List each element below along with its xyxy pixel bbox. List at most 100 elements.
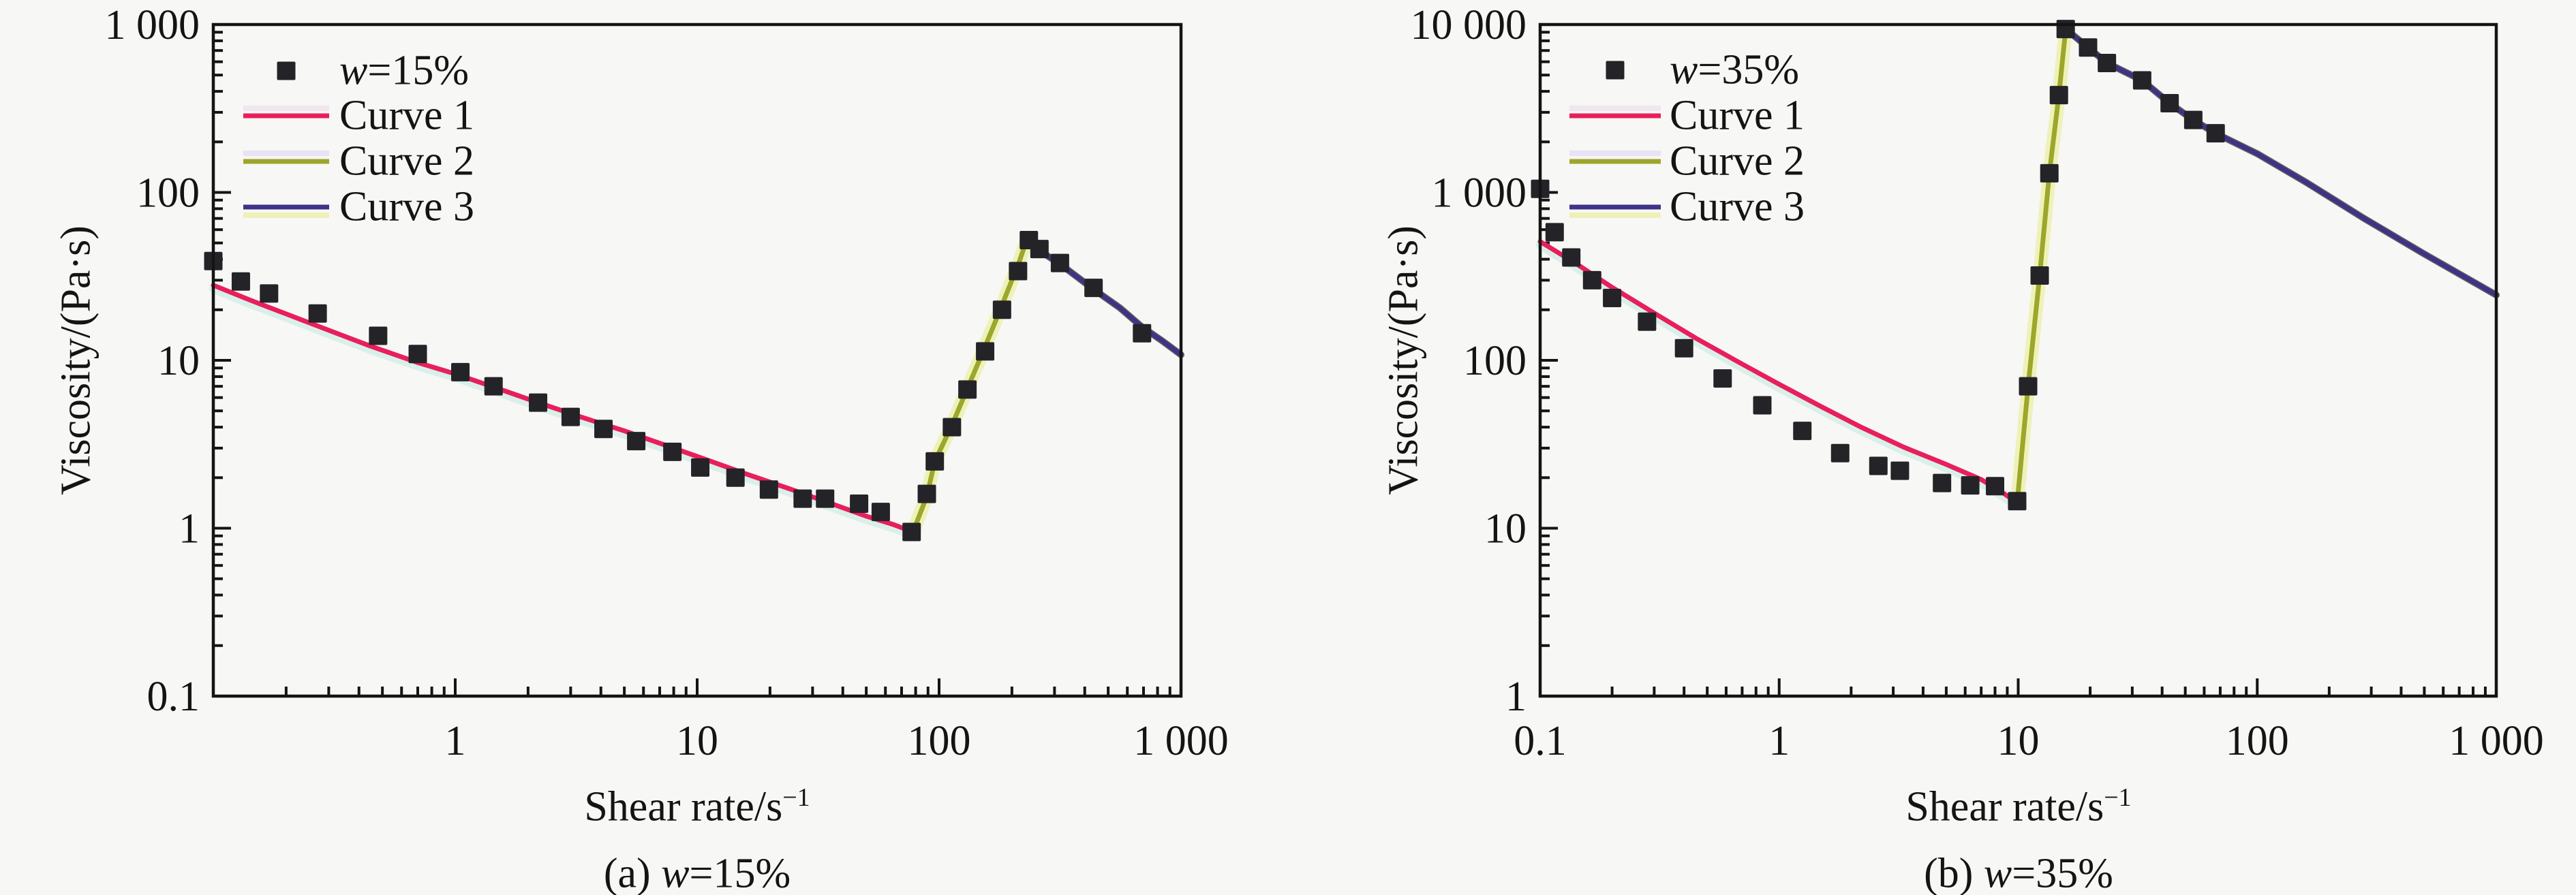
curve-halo: [1535, 240, 2022, 511]
legend-marker-swatch: [1606, 61, 1625, 80]
data-point: [976, 342, 995, 361]
data-point: [561, 407, 580, 426]
x-axis-title-b: Shear rate/s−1: [1905, 783, 2131, 832]
x-axis-title-text: Shear rate/s: [584, 783, 783, 830]
legend-label-curve2-b: Curve 2: [1670, 138, 1805, 185]
data-point: [2079, 38, 2098, 57]
data-point: [451, 362, 470, 381]
data-point: [2206, 124, 2225, 143]
data-point: [1830, 443, 1850, 462]
data-point: [231, 272, 250, 291]
data-point: [529, 393, 548, 412]
data-point: [1674, 339, 1693, 358]
legend-label-curve2-a: Curve 2: [339, 138, 475, 185]
data-point: [2030, 266, 2049, 285]
data-point: [2040, 163, 2059, 183]
legend-label-curve3-a: Curve 3: [339, 183, 475, 230]
legend-label-curve3-b: Curve 3: [1670, 183, 1805, 230]
data-point: [1545, 223, 1564, 242]
fit-curve-3: [1024, 238, 1184, 358]
data-point: [942, 418, 962, 437]
x-tick-label: 1 000: [1133, 718, 1229, 764]
y-tick-label: 1: [179, 506, 200, 552]
y-tick-label: 0.1: [147, 674, 200, 720]
data-point: [1582, 270, 1601, 289]
x-tick-label: 100: [2226, 718, 2289, 764]
legend-label-series-b: w=35%: [1670, 46, 1799, 93]
data-point: [759, 480, 778, 499]
y-tick-label: 10: [157, 338, 200, 384]
legend-label-curve1-b: Curve 1: [1670, 92, 1805, 139]
data-point: [1084, 279, 1103, 298]
y-axis-title-a: Viscosity/(Pa·s): [52, 225, 99, 495]
y-tick-label: 1: [1505, 674, 1527, 720]
data-point: [2160, 93, 2179, 112]
plot-box: [211, 22, 1183, 698]
x-tick-label: 0.1: [1514, 718, 1567, 764]
y-tick-label: 100: [1463, 338, 1527, 384]
x-tick-label: 1 000: [2449, 718, 2544, 764]
data-point: [1638, 312, 1657, 331]
x-tick-label: 100: [908, 718, 971, 764]
data-point: [663, 442, 682, 461]
caption-b: (b) w=35%: [1924, 850, 2113, 895]
x-axis-title-text: Shear rate/s: [1905, 783, 2104, 830]
data-point: [1133, 324, 1152, 343]
data-point: [1713, 369, 1732, 388]
data-point: [594, 420, 613, 439]
legend-label-series-a: w=15%: [339, 47, 469, 94]
data-point: [925, 452, 945, 471]
data-point: [2132, 71, 2151, 90]
data-markers: [204, 231, 1152, 541]
x-tick-label: 10: [676, 718, 718, 764]
data-point: [1562, 248, 1581, 267]
y-tick-label: 1 000: [105, 2, 200, 48]
data-point: [1986, 477, 2005, 496]
x-axis-title-sup: −1: [782, 783, 810, 812]
data-point: [1793, 422, 1812, 441]
data-point: [1890, 461, 1910, 480]
data-point: [1961, 476, 1980, 495]
data-point: [2098, 53, 2117, 72]
data-point: [408, 345, 427, 364]
x-axis-title-sup: −1: [2104, 783, 2132, 812]
legend-label-curve1-a: Curve 1: [339, 92, 475, 139]
caption-a: (a) w=15%: [603, 850, 791, 895]
y-tick-label: 10: [1484, 506, 1527, 552]
data-point: [902, 522, 921, 541]
data-point: [2008, 492, 2027, 511]
fit-curve-1: [1537, 239, 2020, 505]
data-point: [1933, 473, 1952, 492]
legend: [1569, 61, 1661, 218]
data-point: [992, 300, 1011, 319]
curve-under: [2062, 25, 2500, 299]
y-axis-title-b: Viscosity/(Pa·s): [1380, 225, 1427, 495]
data-point: [1753, 396, 1772, 415]
data-point: [1030, 240, 1049, 259]
data-point: [691, 458, 710, 477]
data-point: [2183, 110, 2203, 129]
data-point: [369, 326, 388, 345]
x-tick-label: 1: [445, 718, 466, 764]
x-tick-label: 10: [1997, 718, 2040, 764]
data-point: [726, 468, 745, 487]
x-tick-label: 1: [1768, 718, 1790, 764]
y-tick-label: 10 000: [1411, 2, 1527, 48]
data-point: [917, 484, 936, 503]
x-axis-title-a: Shear rate/s−1: [584, 783, 810, 832]
fit-curve-2: [2014, 27, 2068, 505]
data-point: [850, 494, 869, 513]
legend: [243, 61, 329, 218]
data-point: [1869, 456, 1888, 475]
data-point: [2056, 20, 2075, 39]
data-point: [1009, 262, 1028, 281]
data-point: [627, 432, 646, 451]
data-point: [1050, 253, 1069, 272]
data-point: [2019, 377, 2038, 396]
plot-box: [1538, 22, 2498, 698]
data-point: [1603, 289, 1622, 308]
data-point: [484, 377, 503, 396]
